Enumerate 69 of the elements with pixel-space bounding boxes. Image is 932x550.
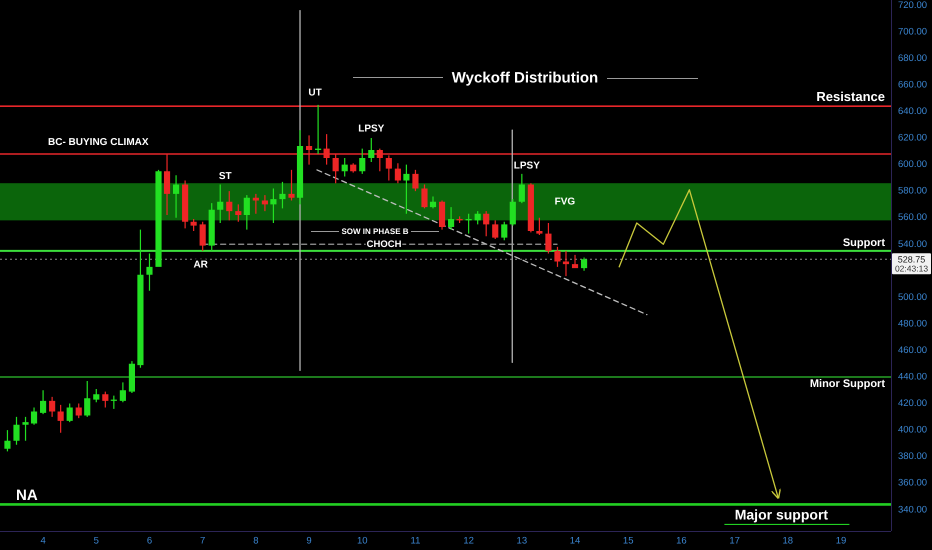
y-tick-label: 340.00: [898, 504, 928, 516]
y-tick-label: 620.00: [898, 132, 928, 144]
candlestick: [110, 396, 117, 409]
y-tick-label: 700.00: [898, 26, 928, 38]
candlestick: [208, 203, 215, 251]
x-tick-label: 15: [622, 536, 634, 546]
candlestick: [483, 211, 490, 236]
x-tick-label: 14: [570, 536, 580, 546]
x-tick-label: 5: [94, 536, 99, 546]
annotation: ST: [218, 171, 232, 182]
y-tick-label: 600.00: [898, 159, 928, 170]
x-tick-label: 8: [253, 536, 259, 546]
x-tick-label: 9: [306, 536, 312, 546]
candlestick: [84, 380, 90, 417]
x-tick-label: 13: [516, 536, 528, 546]
candlestick: [501, 222, 508, 240]
candlestick: [342, 158, 348, 177]
annotation: SOW IN PHASE B: [341, 227, 409, 236]
y-tick-label: 460.00: [898, 344, 928, 356]
x-tick-label: 4: [40, 536, 46, 546]
y-tick-label: 680.00: [898, 52, 928, 64]
annotation: AR: [193, 259, 209, 270]
ref-line-label: Major support: [734, 506, 828, 522]
candlestick: [76, 404, 82, 418]
text: Wyckoff Distribution: [452, 70, 598, 86]
candlestick: [102, 392, 108, 408]
candlestick: [244, 195, 250, 230]
y-tick-label: 580.00: [898, 186, 928, 197]
x-tick-label: 16: [676, 536, 687, 546]
x-tick-label: 18: [782, 536, 794, 546]
x-tick-label: 10: [356, 536, 368, 546]
annotation: LPSY: [514, 160, 540, 172]
y-tick-label: 400.00: [898, 424, 928, 436]
candlestick: [217, 184, 224, 224]
x-tick-label: 11: [410, 536, 420, 546]
ref-line-label: Support: [842, 236, 886, 249]
x-tick-label: 17: [729, 536, 740, 546]
x-tick-label: 7: [200, 536, 206, 546]
candlestick: [66, 404, 73, 422]
candlestick: [474, 211, 481, 224]
annotation: CHOCH: [366, 238, 402, 250]
y-tick-label: 360.00: [898, 478, 928, 489]
candlestick: [235, 204, 242, 222]
x-tick-label: 12: [463, 536, 474, 546]
ref-line-label: BC- BUYING CLIMAX: [48, 136, 149, 148]
ref-line-label: 528.75: [898, 254, 926, 265]
ref-line-label: Minor Support: [810, 378, 886, 390]
y-tick-label: 660.00: [898, 79, 928, 90]
band-label: FVG: [554, 196, 576, 208]
y-tick-label: 480.00: [898, 318, 928, 330]
x-tick-label: 6: [146, 536, 152, 546]
annotation: NA: [16, 487, 38, 504]
y-tick-label: 440.00: [898, 372, 928, 383]
y-tick-label: 500.00: [898, 292, 928, 303]
candlestick: [368, 138, 374, 162]
annotation: UT: [308, 87, 322, 98]
candlestick: [359, 148, 366, 174]
annotation: LPSY: [358, 124, 385, 135]
y-tick-label: 560.00: [898, 212, 928, 224]
y-tick-label: 540.00: [898, 238, 928, 250]
y-tick-label: 720.00: [898, 0, 928, 11]
y-tick-label: 420.00: [898, 398, 928, 410]
candlestick: [93, 388, 100, 402]
candlestick: [226, 191, 232, 220]
y-tick-label: 380.00: [898, 451, 928, 462]
text: 02:43:13: [894, 264, 928, 274]
x-tick-label: 19: [836, 536, 846, 546]
ref-line-label: Resistance: [816, 89, 885, 104]
y-tick-label: 640.00: [898, 106, 928, 118]
